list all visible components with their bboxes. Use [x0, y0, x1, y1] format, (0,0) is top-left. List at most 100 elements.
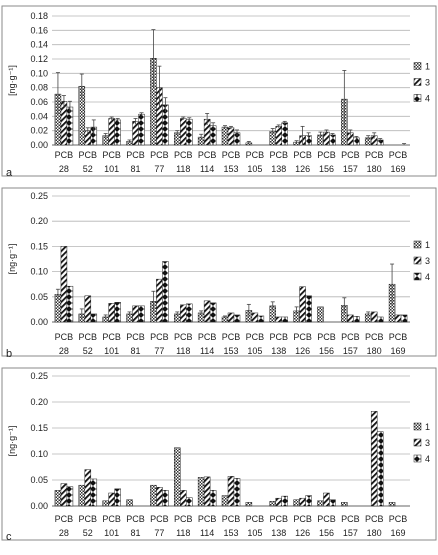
y-tick-label: 0.12 [30, 54, 48, 64]
x-tick-prefix: PCB [150, 150, 169, 160]
x-tick-prefix: PCB [365, 332, 384, 342]
x-tick-label: 157 [343, 164, 358, 174]
bar-series-3 [84, 295, 92, 323]
x-tick-prefix: PCB [293, 150, 312, 160]
bar-series-4 [281, 316, 288, 323]
bar-series-1 [317, 500, 324, 507]
bar-series-1 [54, 490, 62, 507]
x-tick-prefix: PCB [389, 332, 408, 342]
x-tick-label: 156 [319, 346, 334, 356]
x-tick-label: 105 [247, 528, 262, 538]
x-tick-label: 153 [223, 346, 238, 356]
bar-series-1 [221, 495, 229, 507]
x-tick-prefix: PCB [150, 332, 169, 342]
x-tick-prefix: PCB [293, 332, 312, 342]
bar-series-1 [293, 499, 300, 507]
x-tick-prefix: PCB [341, 332, 360, 342]
x-tick-label: 28 [59, 164, 69, 174]
y-tick-label: 0.06 [30, 97, 48, 107]
x-tick-label: 101 [104, 528, 119, 538]
bar-series-3 [227, 476, 235, 507]
legend-swatch-1 [413, 240, 422, 249]
x-tick-prefix: PCB [174, 514, 193, 524]
bar-series-4 [281, 122, 288, 146]
legend-swatch-4 [413, 454, 422, 463]
x-tick-prefix: PCB [126, 514, 145, 524]
bar-series-3 [275, 316, 282, 323]
bar-series-3 [251, 312, 259, 323]
bar-series-3 [132, 121, 139, 146]
x-tick-label: 126 [295, 164, 310, 174]
bar-series-1 [341, 502, 348, 507]
y-tick-label: 0.15 [30, 423, 48, 433]
bar-series-3 [132, 305, 139, 323]
bar-series-1 [126, 499, 133, 507]
bar-series-4 [305, 295, 312, 323]
x-tick-prefix: PCB [55, 150, 74, 160]
y-tick-label: 0.00 [30, 140, 48, 150]
x-tick-prefix: PCB [269, 332, 288, 342]
y-tick-label: 0.00 [30, 317, 48, 327]
bar-series-4 [376, 316, 384, 323]
bar-series-4 [329, 134, 336, 146]
bar-series-3 [60, 246, 68, 323]
x-tick-label: 28 [59, 528, 69, 538]
x-tick-label: 169 [391, 528, 406, 538]
x-tick-prefix: PCB [365, 150, 384, 160]
x-axis: PCB 28 PCB 52 PCB 101 PCB 81 PCB 77 PCB 118 PCB 114 PC… [55, 332, 408, 356]
x-tick-label: 77 [154, 346, 164, 356]
x-tick-label: 126 [295, 528, 310, 538]
y-tick-label: 0.14 [30, 40, 48, 50]
y-tick-label: 0.05 [30, 475, 48, 485]
x-tick-label: 77 [154, 164, 164, 174]
x-tick-label: 169 [391, 164, 406, 174]
bar-series-1 [150, 484, 157, 507]
bar-series-1 [102, 500, 109, 507]
panel-frame [1, 5, 437, 177]
bar-series-4 [209, 490, 217, 507]
x-tick-prefix: PCB [79, 332, 98, 342]
x-tick-prefix: PCB [150, 514, 169, 524]
x-tick-label: 114 [200, 164, 214, 174]
chart-panel-c: 0.000.050.100.150.200.25[ng·g⁻¹]PCB28PCB… [1, 367, 437, 543]
bar-series-4 [114, 302, 121, 323]
x-tick-label: 81 [131, 164, 141, 174]
x-tick-prefix: PCB [102, 514, 121, 524]
x-tick-prefix: PCB [222, 150, 241, 160]
bar-series-1 [317, 306, 324, 323]
x-tick-prefix: PCB [317, 514, 336, 524]
bar-series-3 [108, 303, 115, 323]
bar-series-4 [376, 431, 384, 507]
x-tick-prefix: PCB [126, 150, 145, 160]
bar-series-1 [174, 447, 181, 507]
bar-series-3 [370, 311, 378, 323]
legend-swatch-3 [413, 256, 422, 265]
x-axis: PCB 28 PCB 52 PCB 101 PCB 81 PCB 77 PCB 118 PCB 114 PC… [55, 150, 408, 174]
bar-series-3 [108, 492, 115, 507]
bar-series-4 [400, 314, 408, 323]
bar-series-3 [180, 490, 187, 507]
legend-label: 1 [425, 62, 430, 72]
x-tick-label: 180 [367, 164, 382, 174]
y-axis: 0.00 0.02 0.04 0.06 0.08 0.10 0.12 0.14 0.16 0.18 [30, 11, 410, 150]
legend-label: 1 [425, 240, 430, 250]
x-tick-label: 52 [83, 346, 93, 356]
panel-label: a [6, 167, 13, 179]
y-tick-label: 0.20 [30, 397, 48, 407]
bar-series-4 [209, 302, 217, 323]
x-tick-prefix: PCB [222, 514, 241, 524]
y-axis-label: [ng·g⁻¹] [7, 426, 17, 457]
x-tick-prefix: PCB [79, 514, 98, 524]
x-tick-label: 101 [104, 164, 119, 174]
error-bars [55, 263, 395, 319]
bar-series-4 [114, 488, 121, 507]
bar-series-3 [180, 118, 187, 146]
bar-series-4 [186, 303, 193, 323]
bar-series-1 [78, 484, 86, 507]
bar-series-3 [203, 476, 211, 507]
x-tick-prefix: PCB [55, 332, 74, 342]
bar-series-4 [233, 478, 241, 507]
x-tick-prefix: PCB [198, 514, 217, 524]
legend-label: 1 [425, 422, 430, 432]
